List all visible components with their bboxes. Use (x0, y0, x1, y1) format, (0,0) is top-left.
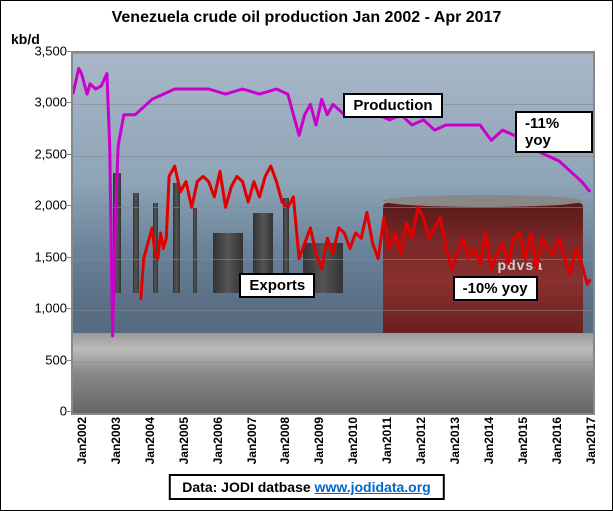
x-tick-label: Jan2009 (312, 417, 326, 464)
x-tick-label: Jan2005 (177, 417, 191, 464)
exports-yoy-box: -10% yoy (453, 276, 538, 301)
x-tick-label: Jan2002 (75, 417, 89, 464)
y-tick-label: 0 (12, 404, 67, 419)
y-tick-label: 3,500 (12, 44, 67, 59)
source-caption: Data: JODI datbase www.jodidata.org (168, 474, 444, 500)
y-tick-label: 1,500 (12, 249, 67, 264)
x-tick-label: Jan2016 (550, 417, 564, 464)
x-tick-label: Jan2008 (278, 417, 292, 464)
source-prefix: Data: JODI datbase (182, 479, 314, 495)
x-tick-label: Jan2012 (414, 417, 428, 464)
x-tick-label: Jan2017 (584, 417, 598, 464)
y-tick-label: 2,000 (12, 198, 67, 213)
production-yoy-box: -11% yoy (515, 111, 593, 153)
y-tick-label: 1,000 (12, 301, 67, 316)
x-tick-label: Jan2015 (516, 417, 530, 464)
x-tick-label: Jan2013 (448, 417, 462, 464)
y-tick-label: 500 (12, 352, 67, 367)
x-tick-label: Jan2006 (211, 417, 225, 464)
source-link[interactable]: www.jodidata.org (315, 479, 431, 495)
x-tick-label: Jan2011 (380, 417, 394, 464)
x-tick-label: Jan2004 (143, 417, 157, 464)
production-series-label: Production (343, 93, 442, 118)
plot-area: pdvsa Production Exports -11% yoy -10% y… (71, 51, 595, 415)
data-lines (73, 53, 593, 413)
x-tick-label: Jan2007 (245, 417, 259, 464)
exports-series-label: Exports (239, 273, 315, 298)
x-tick-label: Jan2003 (109, 417, 123, 464)
y-tick-label: 3,000 (12, 95, 67, 110)
chart-container: Venezuela crude oil production Jan 2002 … (0, 0, 613, 511)
chart-title: Venezuela crude oil production Jan 2002 … (1, 1, 612, 27)
y-tick-label: 2,500 (12, 146, 67, 161)
x-tick-label: Jan2010 (346, 417, 360, 464)
x-tick-label: Jan2014 (482, 417, 496, 464)
